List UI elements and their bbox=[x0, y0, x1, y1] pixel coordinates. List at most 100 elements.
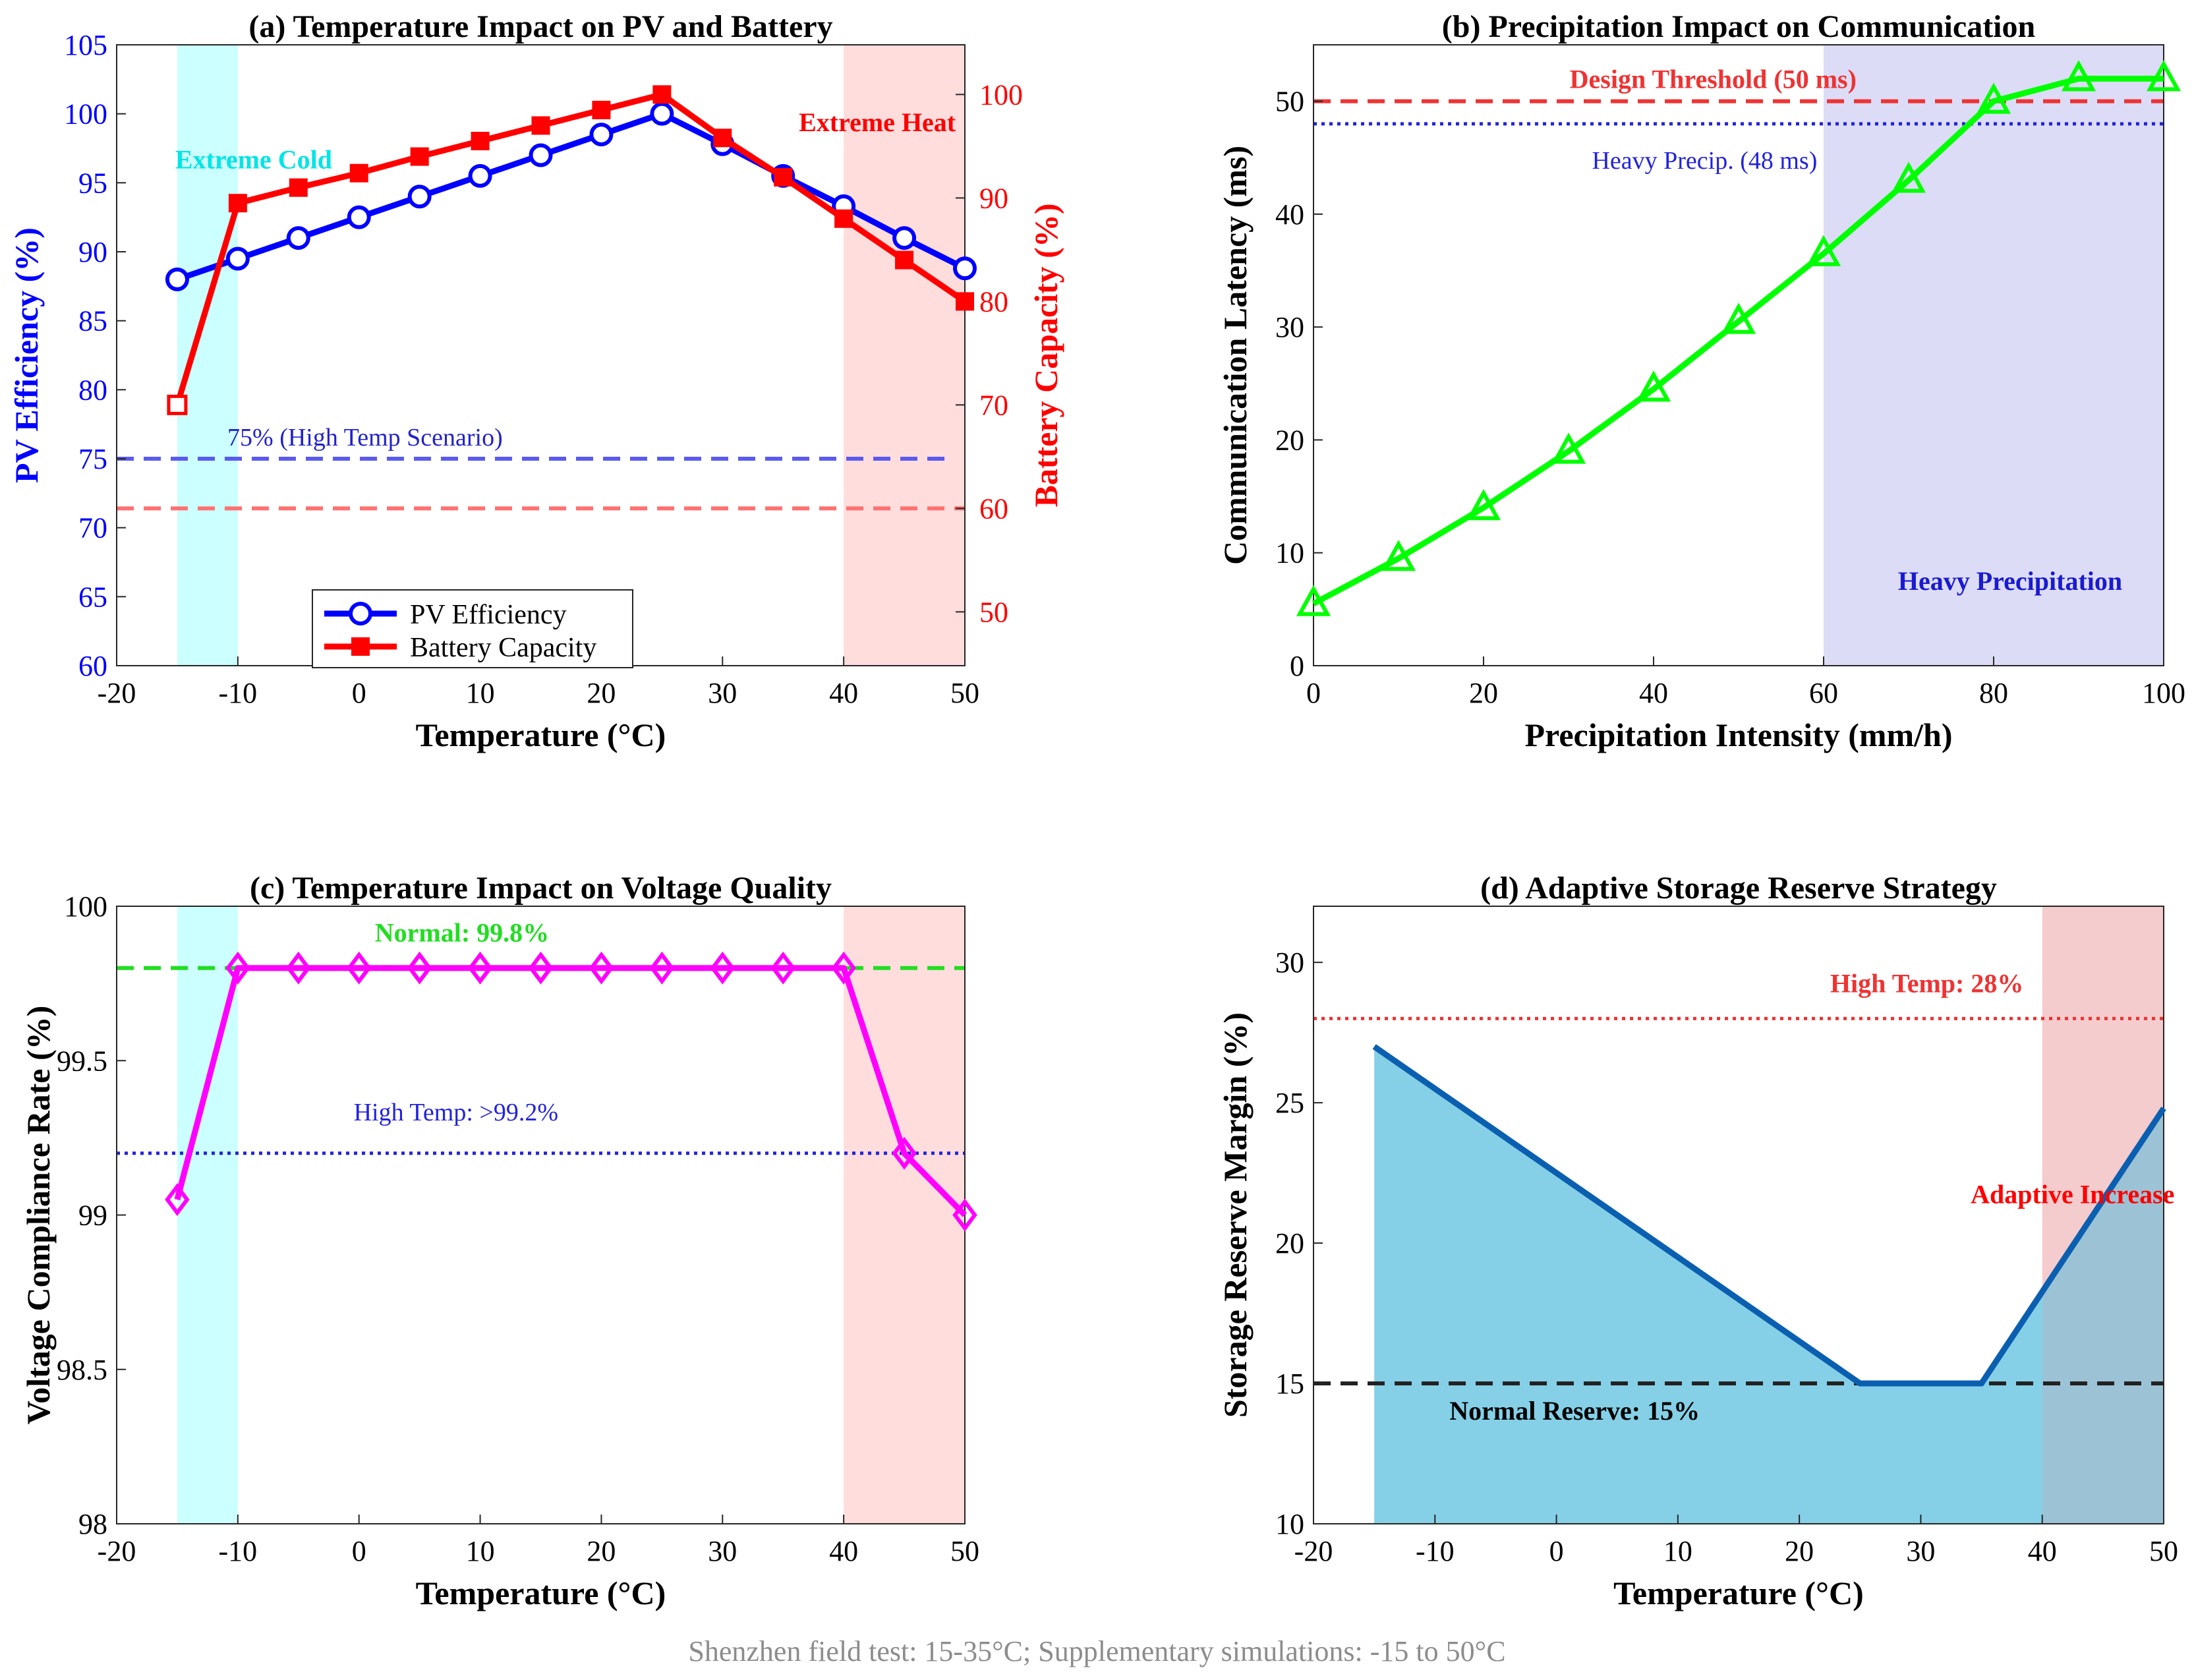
y-right-tick-label: 100 bbox=[979, 78, 1023, 111]
y-tick-label: 30 bbox=[1275, 946, 1304, 979]
y-tick-label: 90 bbox=[78, 236, 107, 268]
data-point bbox=[1806, 235, 1841, 266]
x-tick-label: 20 bbox=[1469, 677, 1498, 709]
x-tick-label: -20 bbox=[98, 677, 136, 709]
x-axis-label: Precipitation Intensity (mm/h) bbox=[1524, 716, 1952, 753]
series-line bbox=[1312, 75, 2164, 606]
data-point bbox=[831, 951, 856, 985]
data-point bbox=[1721, 303, 1756, 334]
data-point bbox=[1976, 82, 2011, 114]
y-tick-label: 30 bbox=[1275, 311, 1304, 343]
data-point bbox=[1891, 161, 1926, 193]
y-axis-label: PV Efficiency (%) bbox=[8, 227, 45, 483]
data-point bbox=[349, 602, 372, 625]
band-heavy bbox=[1824, 45, 2164, 666]
x-tick-label: 10 bbox=[1663, 1535, 1692, 1567]
data-point bbox=[528, 951, 554, 985]
data-point bbox=[165, 267, 189, 291]
y-tick-label: 95 bbox=[78, 167, 107, 199]
x-tick-label: 40 bbox=[1639, 677, 1668, 709]
area-fill bbox=[1374, 1046, 2164, 1524]
x-tick-label: 10 bbox=[466, 1535, 495, 1567]
data-point bbox=[410, 147, 429, 166]
chart-title: (a) Temperature Impact on PV and Battery bbox=[248, 9, 832, 44]
data-point bbox=[1551, 432, 1586, 464]
data-point bbox=[407, 951, 432, 985]
data-point bbox=[649, 951, 675, 985]
y-right-tick-label: 60 bbox=[979, 492, 1008, 525]
y-tick-label: 50 bbox=[1275, 86, 1304, 118]
data-point bbox=[589, 123, 614, 147]
y-tick-label: 10 bbox=[1275, 1508, 1304, 1540]
y-tick-label: 99 bbox=[78, 1200, 107, 1232]
y-axis-label: Voltage Compliance Rate (%) bbox=[20, 1006, 57, 1425]
annotation: High Temp: >99.2% bbox=[354, 1099, 558, 1126]
chart-a: -20 -10 0 10 20 30 40 50 60 65 70 75 80 85 90 95 100 105 5… bbox=[8, 9, 1064, 753]
x-axis-label: Temperature (°C) bbox=[416, 716, 666, 753]
chart-title: (c) Temperature Impact on Voltage Qualit… bbox=[250, 871, 832, 906]
data-point bbox=[346, 951, 372, 985]
chart-title: (b) Precipitation Impact on Communicatio… bbox=[1442, 9, 2035, 44]
data-point bbox=[471, 132, 490, 151]
x-tick-label: 10 bbox=[466, 677, 495, 709]
annotation: High Temp: 28% bbox=[1830, 968, 2023, 998]
annotation: Heavy Precip. (48 ms) bbox=[1592, 147, 1817, 175]
x-tick-label: 0 bbox=[352, 677, 366, 709]
y-tick-label: 15 bbox=[1275, 1368, 1304, 1400]
y-tick-label: 0 bbox=[1290, 650, 1304, 682]
x-tick-label: 50 bbox=[2149, 1535, 2178, 1567]
y-tick-label: 70 bbox=[78, 512, 107, 544]
annotation: Normal Reserve: 15% bbox=[1449, 1396, 1700, 1426]
y-tick-label: 85 bbox=[78, 305, 107, 337]
y-tick-label: 98 bbox=[78, 1508, 107, 1540]
annotation: Design Threshold (50 ms) bbox=[1570, 65, 1857, 94]
data-point bbox=[1381, 540, 1416, 571]
annotation: Normal: 99.8% bbox=[375, 918, 549, 948]
x-tick-label: 80 bbox=[1979, 677, 2008, 709]
data-point bbox=[892, 226, 917, 250]
x-tick-label: 40 bbox=[829, 677, 858, 709]
data-point bbox=[1636, 370, 1671, 402]
data-point bbox=[351, 637, 370, 656]
data-point bbox=[1296, 585, 1331, 616]
x-tick-label: 0 bbox=[1306, 677, 1321, 709]
x-tick-label: 40 bbox=[829, 1535, 858, 1567]
data-point bbox=[892, 1136, 917, 1170]
y-tick-label: 99.5 bbox=[57, 1045, 107, 1077]
data-point bbox=[652, 85, 672, 104]
x-tick-label: 0 bbox=[1549, 1535, 1564, 1567]
y-right-tick-label: 70 bbox=[979, 389, 1008, 421]
data-point bbox=[2061, 60, 2096, 92]
series-line bbox=[174, 91, 967, 406]
y-tick-label: 10 bbox=[1275, 537, 1304, 569]
data-point bbox=[650, 101, 674, 126]
y-axis-label: Communication Latency (ms) bbox=[1217, 146, 1254, 565]
x-tick-label: 50 bbox=[950, 677, 979, 709]
data-point bbox=[589, 951, 614, 985]
y-tick-label: 60 bbox=[78, 650, 107, 682]
chart-c: -20 -10 0 10 20 30 40 50 98 98.5 99 99.5 100 (c) Temp… bbox=[20, 871, 979, 1611]
band-heat bbox=[844, 906, 965, 1524]
data-point bbox=[531, 116, 550, 135]
x-tick-label: 100 bbox=[2142, 677, 2185, 709]
data-point bbox=[225, 246, 250, 271]
y-tick-label: 20 bbox=[1275, 1227, 1304, 1260]
x-tick-label: -10 bbox=[219, 1535, 258, 1567]
data-point bbox=[529, 143, 553, 167]
legend-label: Battery Capacity bbox=[410, 633, 596, 663]
data-point bbox=[167, 394, 188, 415]
y-tick-label: 25 bbox=[1275, 1087, 1304, 1119]
x-tick-label: 20 bbox=[1785, 1535, 1814, 1567]
chart-b: 0 20 40 60 80 100 0 10 20 30 40 50 (b) Precipitation… bbox=[1217, 9, 2185, 753]
series-line bbox=[1372, 1044, 2166, 1387]
y-tick-label: 65 bbox=[78, 581, 107, 613]
data-point bbox=[592, 100, 611, 119]
x-axis-label: Temperature (°C) bbox=[1613, 1575, 1864, 1611]
chart-title: (d) Adaptive Storage Reserve Strategy bbox=[1480, 871, 1997, 906]
data-point bbox=[165, 1183, 190, 1217]
y-right-axis-label: Battery Capacity (%) bbox=[1027, 204, 1064, 507]
band-cold bbox=[177, 45, 238, 666]
data-point bbox=[225, 951, 250, 985]
